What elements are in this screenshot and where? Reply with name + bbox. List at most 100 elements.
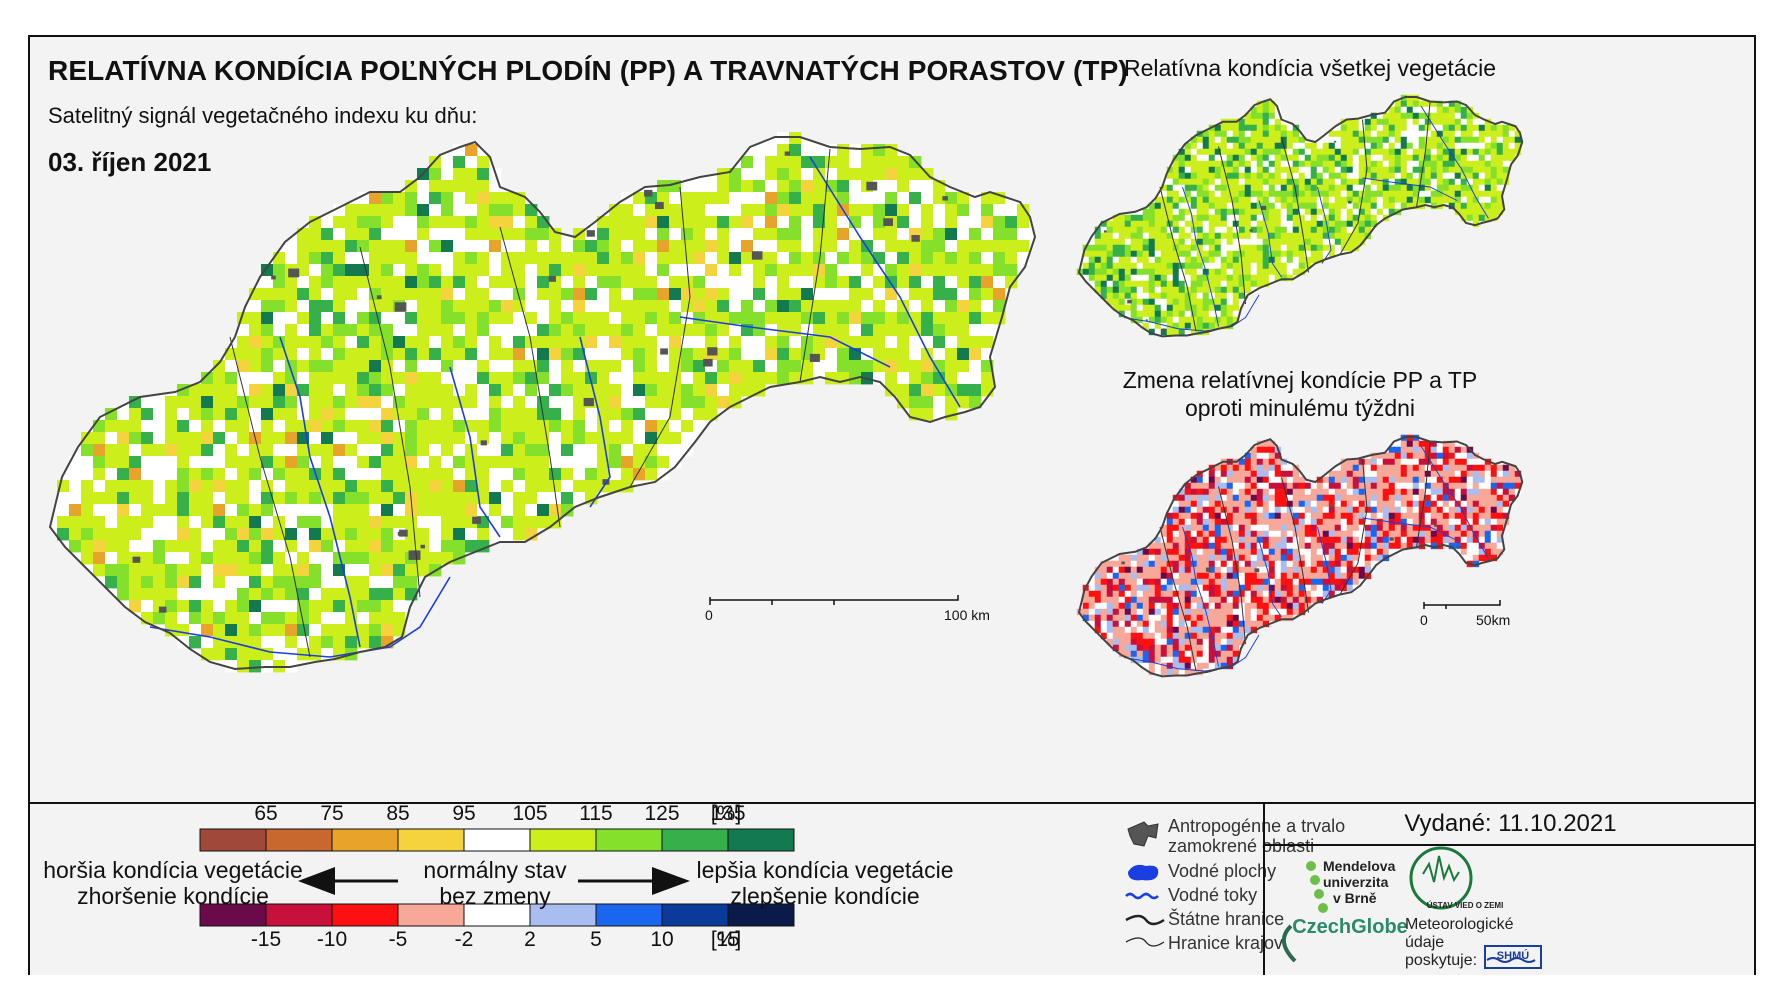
raster-cell: [345, 204, 358, 217]
raster-cell: [297, 240, 310, 253]
raster-cell: [477, 228, 490, 241]
raster-cell: [513, 240, 526, 253]
raster-cell: [633, 240, 646, 253]
raster-cell: [777, 228, 790, 241]
raster-cell: [753, 180, 766, 193]
raster-cell: [537, 228, 550, 241]
raster-cell: [789, 132, 802, 145]
raster-cell: [957, 228, 970, 241]
raster-cell: [1005, 240, 1018, 253]
raster-cell: [693, 240, 706, 253]
raster-cell: [405, 216, 418, 229]
raster-cell: [849, 144, 862, 157]
raster-cell: [741, 180, 754, 193]
raster-cell: [789, 168, 802, 181]
raster-cell: [789, 240, 802, 253]
raster-cell: [381, 204, 394, 217]
raster-cell: [801, 216, 814, 229]
raster-cell: [909, 204, 922, 217]
raster-cell: [381, 228, 394, 241]
raster-cell: [525, 216, 538, 229]
raster-cell: [729, 228, 742, 241]
raster-cell: [1017, 204, 1030, 217]
raster-cell: [945, 240, 958, 253]
raster-cell: [417, 192, 430, 205]
raster-cell: [801, 156, 814, 169]
raster-cell: [417, 180, 430, 193]
raster-cell: [765, 168, 778, 181]
raster-cell: [705, 204, 718, 217]
raster-cell: [333, 216, 346, 229]
raster-cell: [897, 168, 910, 181]
raster-cell: [777, 132, 790, 145]
raster-cell: [393, 240, 406, 253]
raster-cell: [825, 252, 838, 265]
raster-cell: [393, 216, 406, 229]
raster-cell: [441, 240, 454, 253]
raster-cell: [597, 252, 610, 265]
map-date: 03. říjen 2021: [48, 147, 212, 177]
raster-cell: [369, 228, 382, 241]
raster-cell: [753, 228, 766, 241]
raster-cell: [321, 240, 334, 253]
raster-cell: [909, 252, 922, 265]
raster-cell: [729, 180, 742, 193]
map-area: RELATÍVNA KONDÍCIA POĽNÝCH PLODÍN (PP) A…: [30, 37, 1754, 800]
raster-cell: [465, 204, 478, 217]
raster-cell: [801, 252, 814, 265]
raster-cell: [789, 156, 802, 169]
raster-cell: [885, 252, 898, 265]
raster-cell: [777, 192, 790, 205]
raster-cell: [933, 204, 946, 217]
raster-cell: [285, 240, 298, 253]
raster-cell: [945, 216, 958, 229]
raster-cell: [741, 156, 754, 169]
raster-cell: [885, 240, 898, 253]
raster-cell: [909, 192, 922, 205]
raster-cell: [921, 204, 934, 217]
raster-cell: [561, 252, 574, 265]
raster-cell: [873, 228, 886, 241]
raster-cell: [777, 180, 790, 193]
raster-cell: [333, 252, 346, 265]
raster-cell: [321, 228, 334, 241]
raster-cell: [441, 192, 454, 205]
raster-cell: [681, 240, 694, 253]
raster-cell: [657, 240, 670, 253]
raster-cell: [801, 192, 814, 205]
raster-cell: [345, 228, 358, 241]
raster-cell: [693, 216, 706, 229]
raster-cell: [609, 228, 622, 241]
raster-cell: [333, 228, 346, 241]
raster-cell: [429, 204, 442, 217]
raster-cell: [933, 228, 946, 241]
raster-cell: [669, 240, 682, 253]
raster-cell: [369, 240, 382, 253]
raster-cell: [969, 240, 982, 253]
raster-cell: [465, 228, 478, 241]
raster-cell: [465, 144, 478, 157]
raster-cell: [393, 228, 406, 241]
raster-cell: [357, 228, 370, 241]
raster-cell: [957, 216, 970, 229]
raster-cell: [789, 180, 802, 193]
raster-cell: [741, 252, 754, 265]
raster-cell: [813, 144, 826, 157]
raster-cell: [369, 192, 382, 205]
raster-cell: [921, 252, 934, 265]
raster-cell: [993, 228, 1006, 241]
raster-cell: [861, 168, 874, 181]
raster-cell: [1005, 204, 1018, 217]
raster-cell: [465, 252, 478, 265]
raster-cell: [849, 192, 862, 205]
raster-cell: [441, 252, 454, 265]
raster-cell: [297, 252, 310, 265]
raster-cell: [669, 204, 682, 217]
raster-cell: [405, 240, 418, 253]
raster-cell: [441, 156, 454, 169]
raster-cell: [801, 180, 814, 193]
raster-cell: [993, 240, 1006, 253]
raster-cell: [429, 228, 442, 241]
raster-cell: [441, 228, 454, 241]
raster-cell: [501, 228, 514, 241]
